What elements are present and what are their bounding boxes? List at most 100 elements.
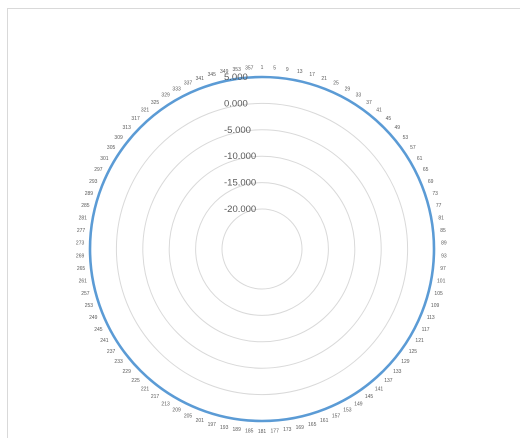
angle-label: 277 <box>77 228 86 234</box>
gridline-ring <box>89 76 435 422</box>
gridline-ring <box>221 208 303 290</box>
angle-label: 33 <box>356 93 362 99</box>
radial-tick-label: -20.000 <box>224 204 256 215</box>
angle-label: 133 <box>393 369 402 375</box>
radial-tick-label: 0.000 <box>224 98 248 109</box>
angle-label: 261 <box>79 279 88 285</box>
angle-label: 101 <box>437 279 446 285</box>
angle-label: 241 <box>100 338 109 344</box>
angle-label: 253 <box>85 303 94 309</box>
angle-label: 45 <box>386 116 392 122</box>
angle-label: 357 <box>245 65 254 71</box>
angle-label: 73 <box>432 191 438 197</box>
angle-label: 25 <box>333 81 339 87</box>
angle-label: 77 <box>436 203 442 209</box>
angle-label: 81 <box>438 215 444 221</box>
angle-label: 297 <box>94 167 103 173</box>
angle-label: 29 <box>345 86 351 92</box>
angle-label: 209 <box>172 408 181 414</box>
angle-label: 13 <box>297 69 303 75</box>
angle-labels: 1 5 9 1317212529333741454953576165697377818… <box>76 65 447 434</box>
angle-label: 245 <box>94 327 103 333</box>
angle-label: 153 <box>343 408 352 414</box>
angle-label: 37 <box>366 100 372 106</box>
angle-label: 309 <box>114 135 123 141</box>
angle-label: 177 <box>271 429 280 434</box>
angle-label: 97 <box>440 266 446 272</box>
angle-label: 185 <box>245 429 254 434</box>
angle-label: 89 <box>441 241 447 247</box>
angle-label: 69 <box>428 179 434 185</box>
angle-label: 301 <box>100 156 109 162</box>
angle-label: 85 <box>440 228 446 234</box>
angle-label: 305 <box>107 145 116 151</box>
radial-gridlines <box>89 76 435 422</box>
gridline-ring <box>142 129 382 369</box>
angle-label: 285 <box>81 203 90 209</box>
radial-tick-label: -15.000 <box>224 178 256 189</box>
gridline-ring <box>195 182 329 316</box>
angle-label: 349 <box>220 69 229 75</box>
radial-tick-label: -10.000 <box>224 151 256 162</box>
angle-label: 345 <box>208 72 217 78</box>
angle-label: 249 <box>89 315 98 321</box>
angle-label: 49 <box>395 125 401 131</box>
angle-label: 269 <box>76 253 85 259</box>
angle-label: 333 <box>172 86 181 92</box>
angle-label: 193 <box>220 425 229 431</box>
angle-label: 189 <box>233 427 242 433</box>
angle-label: 109 <box>431 303 440 309</box>
angle-label: 41 <box>376 108 382 114</box>
angle-label: 313 <box>123 125 132 131</box>
angle-label: 149 <box>354 401 363 407</box>
angle-label: 141 <box>375 386 384 392</box>
angle-label: 325 <box>151 100 160 106</box>
angle-label: 221 <box>141 386 150 392</box>
angle-label: 341 <box>196 76 205 82</box>
angle-label: 353 <box>233 67 242 73</box>
angle-label: 65 <box>423 167 429 173</box>
angle-label: 217 <box>151 394 160 400</box>
angle-label: 273 <box>76 241 85 247</box>
angle-label: 157 <box>332 413 341 419</box>
angle-label: 229 <box>123 369 132 375</box>
angle-label: 17 <box>309 72 315 78</box>
angle-label: 61 <box>417 156 423 162</box>
angle-label: 169 <box>296 425 305 431</box>
angle-label: 9 <box>286 67 289 73</box>
angle-label: 329 <box>161 93 170 99</box>
angle-label: 181 <box>258 429 267 434</box>
gridline-ring <box>168 155 356 343</box>
angle-label: 289 <box>85 191 94 197</box>
angle-label: 129 <box>401 359 410 365</box>
angle-label: 225 <box>131 378 140 384</box>
angle-label: 321 <box>141 108 150 114</box>
angle-label: 121 <box>415 338 424 344</box>
angle-label: 205 <box>184 413 193 419</box>
angle-label: 197 <box>208 422 217 428</box>
series-layer <box>88 75 436 423</box>
gridline-ring <box>115 102 409 396</box>
angle-label: 93 <box>441 253 447 259</box>
angle-label: 265 <box>77 266 86 272</box>
angle-label: 165 <box>308 422 317 428</box>
angle-label: 5 <box>273 65 276 71</box>
angle-label: 173 <box>283 427 292 433</box>
angle-label: 161 <box>320 418 329 424</box>
angle-label: 117 <box>422 327 430 333</box>
angle-label: 53 <box>403 135 409 141</box>
angle-label: 337 <box>184 81 193 87</box>
angle-label: 281 <box>79 215 88 221</box>
angle-label: 213 <box>161 401 170 407</box>
angle-label: 21 <box>321 76 327 82</box>
angle-label: 293 <box>89 179 98 185</box>
radial-tick-label: -5.000 <box>224 125 251 136</box>
angle-label: 257 <box>81 291 90 297</box>
angle-label: 233 <box>114 359 123 365</box>
angle-label: 57 <box>410 145 416 151</box>
angle-label: 105 <box>434 291 443 297</box>
angle-label: 201 <box>196 418 205 424</box>
angle-label: 145 <box>365 394 374 400</box>
chart-frame <box>7 8 520 438</box>
